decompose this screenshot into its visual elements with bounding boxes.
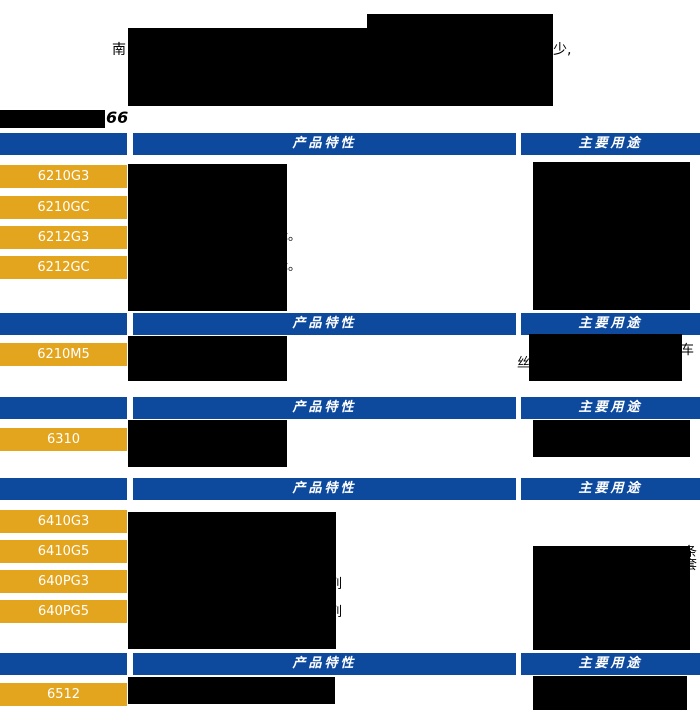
section5-header-code-cell [0,653,127,675]
section1-header-features-cell: 产品特性 [133,133,516,155]
section3-header-features-cell: 产品特性 [133,397,516,419]
product-code-cell-6212G3: 6212G3 [0,226,127,249]
section5-header-features-cell: 产品特性 [133,653,516,675]
redacted-section2-uses [529,334,682,381]
product-code-cell-6410G5: 6410G5 [0,540,127,563]
section4-header-uses-cell: 主要用途 [521,478,700,500]
redacted-section1-features [128,164,287,311]
redacted-section4-features [128,512,336,649]
section5-header-uses-label: 主要用途 [578,656,643,671]
section1-header-uses-cell: 主要用途 [521,133,700,155]
product-code-cell-6212GC: 6212GC [0,256,127,279]
product-code-cell-6210GC: 6210GC [0,196,127,219]
section3-header-features-label: 产品特性 [292,400,357,415]
section2-uses-right-fragment: 车 [681,343,695,358]
redacted-section4-uses [533,546,690,650]
section2-header-uses-cell: 主要用途 [521,313,700,335]
section4-header-uses-label: 主要用途 [578,481,643,496]
intro-line-end-text: 少, [553,42,572,58]
section3-header-uses-cell: 主要用途 [521,397,700,419]
section4-header-code-cell [0,478,127,500]
product-code-cell-6210M5: 6210M5 [0,343,127,366]
redacted-caption-label [0,110,105,128]
intro-first-char: 南 [112,42,126,58]
section4-header-features-label: 产品特性 [292,481,357,496]
product-code-cell-6310: 6310 [0,428,127,451]
product-code-cell-6210G3: 6210G3 [0,165,127,188]
section2-header-features-cell: 产品特性 [133,313,516,335]
section2-header-features-label: 产品特性 [292,316,357,331]
section5-header-uses-cell: 主要用途 [521,653,700,675]
redacted-section5-features [128,677,335,704]
section1-header-features-label: 产品特性 [292,136,357,151]
section5-header-features-label: 产品特性 [292,656,357,671]
redacted-section2-features [128,336,287,381]
product-code-cell-6512: 6512 [0,683,127,706]
section3-header-code-cell [0,397,127,419]
section1-header-code-cell [0,133,127,155]
section2-header-code-cell [0,313,127,335]
product-code-cell-640PG5: 640PG5 [0,600,127,623]
redacted-section1-uses [533,162,690,310]
redacted-intro-paragraph [128,28,553,106]
redacted-section5-uses [533,676,687,710]
section4-header-features-cell: 产品特性 [133,478,516,500]
section2-header-uses-label: 主要用途 [578,316,643,331]
caption-number: 66 [106,108,129,127]
redacted-section3-features [128,420,287,467]
product-code-cell-640PG3: 640PG3 [0,570,127,593]
redacted-section3-uses [533,420,690,457]
section1-header-uses-label: 主要用途 [578,136,643,151]
section2-uses-left-fragment: 丝 [517,356,531,371]
section3-header-uses-label: 主要用途 [578,400,643,415]
product-code-cell-6410G3: 6410G3 [0,510,127,533]
